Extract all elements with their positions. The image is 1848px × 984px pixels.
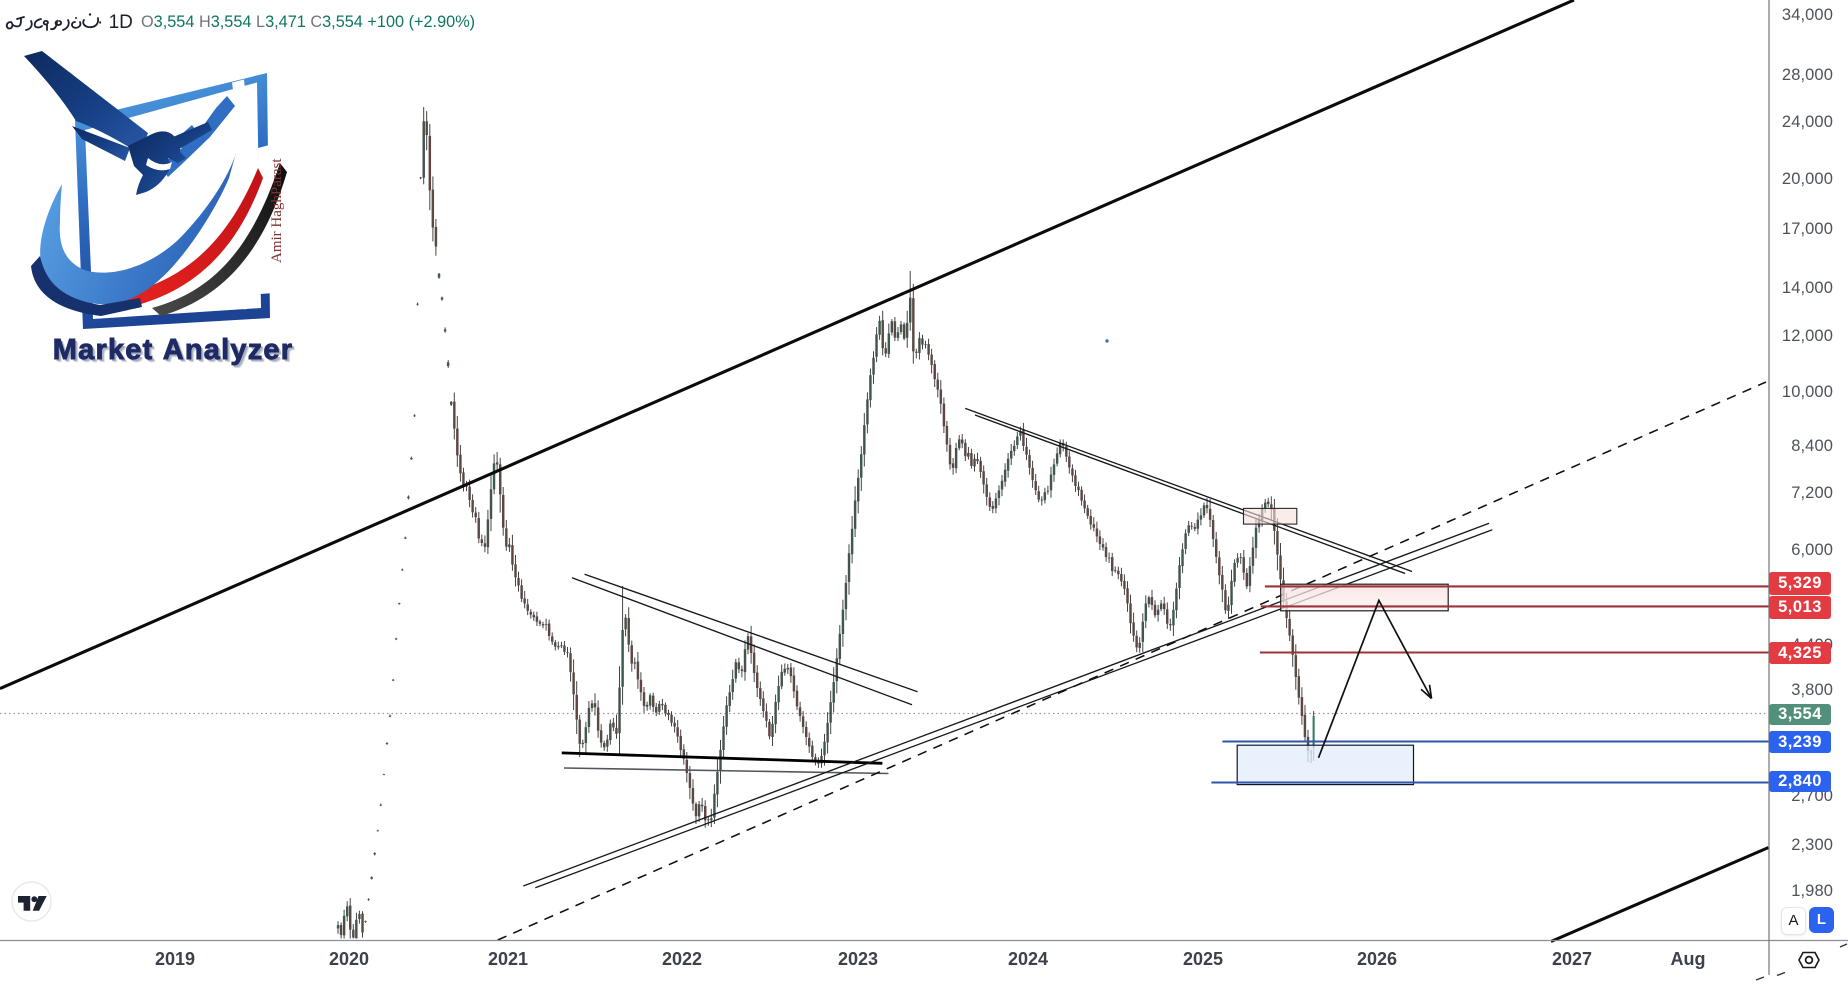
svg-text:Amir HaghParast: Amir HaghParast xyxy=(269,158,285,263)
